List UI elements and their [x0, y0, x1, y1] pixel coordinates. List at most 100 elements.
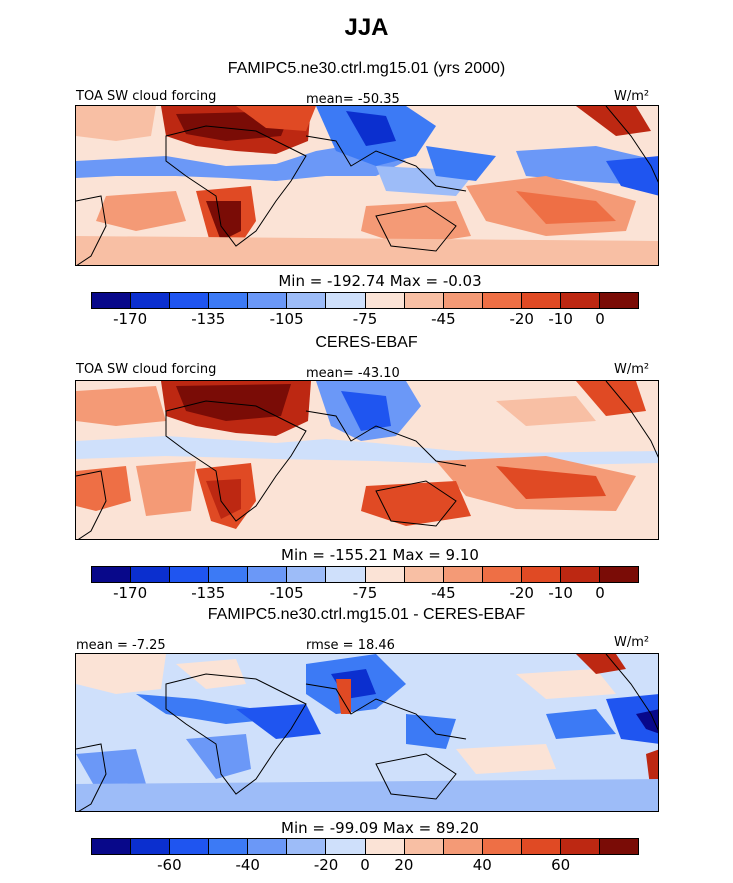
panel2-colorbar	[91, 566, 639, 583]
colorbar-swatch	[209, 567, 249, 582]
colorbar-swatch	[521, 293, 561, 308]
cbar1-tick-label: -45	[431, 310, 456, 328]
panel1-colorbar-ticks: -170 -135 -105 -75 -45 -20 -10 0	[91, 310, 639, 330]
cbar3-tick-label: -20	[313, 856, 339, 874]
panel1-units: W/m²	[614, 89, 650, 104]
east-pacific-diff	[606, 694, 658, 744]
panel2-colorbar-ticks: -170 -135 -105 -75 -45 -20 -10 0	[91, 584, 639, 604]
colorbar-swatch	[287, 567, 327, 582]
panel2-minmax: Min = -155.21 Max = 9.10	[281, 546, 479, 564]
americas-west-coast-outline	[605, 106, 658, 183]
panel1-title: FAMIPC5.ne30.ctrl.mg15.01 (yrs 2000)	[227, 60, 506, 77]
panel3-minmax: Min = -99.09 Max = 89.20	[281, 819, 479, 837]
colorbar-swatch	[248, 567, 288, 582]
colorbar-swatch	[521, 839, 561, 854]
cbar2-tick-label: -10	[548, 584, 573, 602]
cbar2-tick-label: 0	[595, 584, 605, 602]
asia-coast-outline	[305, 135, 467, 192]
cbar2-tick-label: -170	[113, 584, 148, 602]
panel3-map	[75, 653, 659, 812]
cbar3-tick-label: -40	[235, 856, 260, 874]
south-atlantic-region	[136, 461, 196, 516]
colorbar-swatch	[287, 839, 327, 854]
colorbar-swatch	[600, 567, 639, 582]
cbar2-tick-label: -20	[509, 584, 534, 602]
cbar3-tick-label: 40	[472, 856, 492, 874]
southern-africa-core	[206, 479, 241, 519]
colorbar-swatch	[92, 839, 132, 854]
panel2-mean: mean= -43.10	[306, 366, 400, 381]
colorbar-swatch	[365, 293, 405, 308]
colorbar-swatch	[92, 293, 132, 308]
americas-west-coast-outline	[605, 654, 658, 731]
north-atlantic-region	[76, 106, 156, 141]
central-america-diff	[636, 709, 658, 734]
north-pacific-region	[496, 396, 596, 426]
cbar2-tick-label: -105	[269, 584, 304, 602]
south-pacific-core	[496, 466, 606, 499]
colorbar-swatch	[404, 293, 444, 308]
colorbar-swatch	[170, 293, 210, 308]
colorbar-swatch	[248, 839, 288, 854]
cbar1-tick-label: -10	[548, 310, 573, 328]
colorbar-swatch	[287, 293, 327, 308]
panel3-field-svg	[76, 654, 658, 811]
panel3-field-blobs	[76, 654, 658, 811]
arabian-sea-diff	[336, 679, 351, 714]
panel3-colorbar-ticks: -60 -40 -20 0 20 40 60	[91, 856, 639, 876]
colorbar-swatch	[131, 567, 171, 582]
southern-ocean-diff	[76, 779, 658, 811]
panel3-colorbar	[91, 838, 639, 855]
australia-outline	[375, 205, 457, 252]
southern-africa-core	[206, 201, 241, 241]
panel1-colorbar	[91, 292, 639, 309]
africa-outline	[165, 673, 307, 795]
colorbar-swatch	[404, 839, 444, 854]
colorbar-swatch	[248, 293, 288, 308]
cbar1-tick-label: -75	[352, 310, 378, 328]
panel1-minmax: Min = -192.74 Max = -0.03	[278, 272, 482, 290]
panel3-coastlines	[76, 654, 658, 811]
colorbar-swatch	[521, 567, 561, 582]
itcz-band	[76, 141, 406, 181]
southern-ocean-band	[76, 236, 658, 265]
cbar3-tick-label: 20	[394, 856, 414, 874]
panel3-title: FAMIPC5.ne30.ctrl.mg15.01 - CERES-EBAF	[207, 606, 526, 623]
panel1-field-label: TOA SW cloud forcing	[76, 89, 217, 104]
colorbar-swatch	[131, 839, 171, 854]
colorbar-swatch	[326, 567, 366, 582]
central-africa-diff	[236, 704, 321, 739]
colorbar-swatch	[326, 293, 366, 308]
maritime-continent-diff	[406, 714, 456, 749]
california-diff	[576, 654, 626, 674]
cbar1-tick-label: -20	[509, 310, 534, 328]
cbar1-tick-label: -135	[191, 310, 226, 328]
panel1-mean: mean= -50.35	[306, 92, 400, 107]
colorbar-swatch	[482, 567, 522, 582]
south-atlantic-diff	[76, 749, 146, 789]
cbar3-tick-label: -60	[157, 856, 182, 874]
panel3-mean: mean = -7.25	[76, 638, 166, 653]
australia-outline	[375, 480, 457, 527]
colorbar-swatch	[443, 293, 483, 308]
africa-outline	[165, 400, 307, 522]
north-atlantic-region	[76, 386, 166, 426]
cbar2-tick-label: -135	[191, 584, 226, 602]
colorbar-swatch	[131, 293, 171, 308]
colorbar-swatch	[482, 839, 522, 854]
australia-region	[361, 201, 471, 246]
cbar1-tick-label: -105	[269, 310, 304, 328]
south-atlantic-region	[96, 191, 186, 231]
asia-coast-outline	[305, 683, 467, 740]
cbar1-tick-label: -170	[113, 310, 148, 328]
colorbar-swatch	[170, 839, 210, 854]
colorbar-swatch	[365, 839, 405, 854]
pacific-itcz-diff	[546, 709, 616, 739]
east-pacific-region	[606, 156, 658, 196]
americas-west-coast-outline	[605, 381, 658, 458]
south-america-outline	[76, 743, 107, 811]
asia-coast-outline	[305, 410, 467, 467]
figure-title: JJA	[344, 14, 389, 41]
west-africa-diff	[136, 694, 276, 724]
australia-outline	[375, 753, 457, 800]
